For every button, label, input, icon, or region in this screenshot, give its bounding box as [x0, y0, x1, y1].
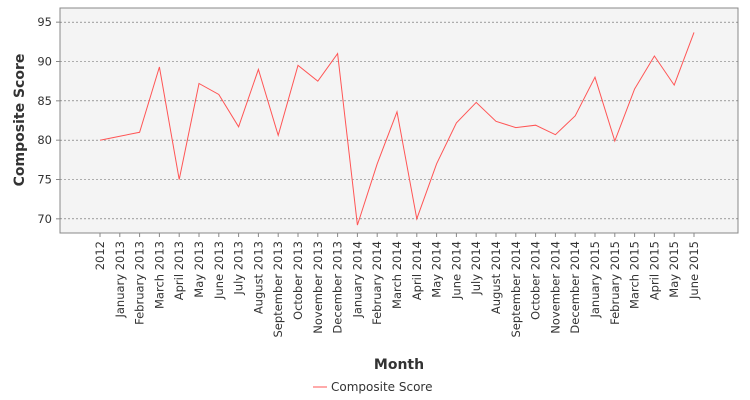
legend: Composite Score: [313, 380, 432, 394]
data-point: [118, 135, 121, 138]
x-tick-label: October 2014: [529, 241, 543, 320]
x-tick-label: February 2015: [608, 241, 622, 325]
data-point: [257, 68, 260, 71]
data-point: [376, 162, 379, 165]
data-point: [633, 88, 636, 91]
x-tick-label: May 2014: [430, 241, 444, 298]
data-point: [396, 110, 399, 113]
data-point: [594, 76, 597, 79]
data-point: [297, 64, 300, 67]
legend-label: Composite Score: [331, 380, 432, 394]
data-point: [356, 224, 359, 227]
data-point: [178, 178, 181, 181]
data-point: [514, 126, 517, 129]
data-point: [336, 52, 339, 55]
data-point: [217, 93, 220, 96]
data-point: [653, 54, 656, 57]
y-tick-label: 80: [37, 133, 52, 147]
x-tick-label: January 2013: [113, 241, 127, 319]
x-tick-label: October 2013: [291, 241, 305, 320]
data-point: [138, 131, 141, 134]
x-tick-label: July 2013: [232, 241, 246, 296]
y-axis-title: Composite Score: [12, 54, 28, 187]
data-point: [237, 125, 240, 128]
x-tick-label: May 2013: [192, 241, 206, 298]
data-point: [158, 66, 161, 69]
data-point: [554, 133, 557, 136]
x-tick-label: June 2013: [212, 241, 226, 300]
x-tick-label: May 2015: [667, 241, 681, 298]
x-tick-label: March 2015: [628, 241, 642, 309]
data-point: [693, 31, 696, 34]
x-tick-label: April 2015: [647, 241, 661, 300]
x-tick-label: March 2014: [390, 241, 404, 309]
x-tick-label: January 2015: [588, 241, 602, 319]
gridlines: [60, 21, 738, 220]
y-tick-label: 75: [37, 173, 52, 187]
x-tick-label: November 2013: [311, 241, 325, 334]
y-tick-label: 90: [37, 54, 52, 68]
y-tick-label: 95: [37, 15, 52, 29]
x-axis-title: Month: [374, 357, 424, 373]
data-point: [613, 139, 616, 142]
data-point: [574, 114, 577, 117]
data-point: [198, 82, 201, 85]
x-tick-label: December 2013: [331, 241, 345, 334]
x-axis-ticks: 2012 January 2013 February 2013 March 2013 A…: [93, 233, 701, 338]
x-tick-label: August 2014: [489, 241, 503, 314]
series-layer: [99, 31, 696, 227]
y-tick-label: 70: [37, 212, 52, 226]
x-tick-label: February 2014: [370, 241, 384, 325]
data-point: [673, 84, 676, 87]
x-tick-label: June 2015: [687, 241, 701, 300]
data-point: [277, 134, 280, 137]
data-point: [415, 217, 418, 220]
data-point: [455, 121, 458, 124]
x-tick-label: 2012: [93, 241, 107, 270]
x-tick-label: November 2014: [548, 241, 562, 334]
x-tick-label: September 2013: [271, 241, 285, 338]
x-tick-label: September 2014: [509, 241, 523, 338]
x-tick-label: March 2013: [152, 241, 166, 309]
data-point: [495, 120, 498, 123]
x-tick-label: April 2014: [410, 241, 424, 300]
x-tick-label: April 2013: [172, 241, 186, 300]
y-tick-label: 85: [37, 94, 52, 108]
x-tick-label: January 2014: [350, 241, 364, 319]
x-tick-label: July 2014: [469, 241, 483, 296]
x-tick-label: December 2014: [568, 241, 582, 334]
data-point: [99, 139, 102, 142]
data-point: [316, 80, 319, 83]
x-tick-label: June 2014: [449, 241, 463, 300]
series-line: [99, 32, 695, 226]
data-point: [534, 124, 537, 127]
data-point: [475, 101, 478, 104]
data-point: [435, 162, 438, 165]
x-tick-label: February 2013: [133, 241, 147, 325]
x-tick-label: August 2013: [251, 241, 265, 314]
y-axis-ticks: 70 75 80 85 90 95: [37, 15, 60, 226]
